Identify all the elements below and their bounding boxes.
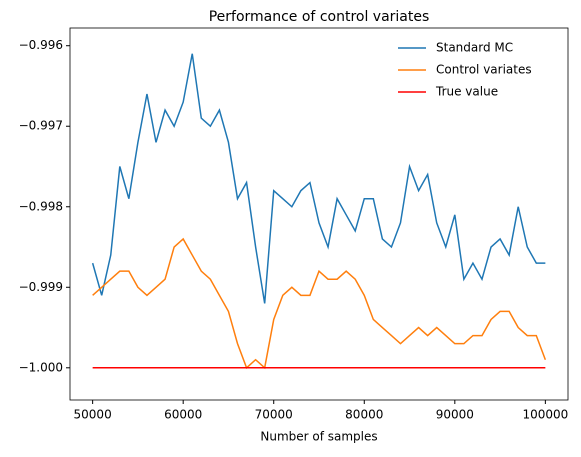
x-axis-label: Number of samples (260, 430, 377, 444)
x-tick-label: 100000 (522, 408, 568, 422)
y-tick-label: −1.000 (19, 360, 63, 374)
legend-label: True value (435, 85, 498, 99)
x-tick-label: 50000 (74, 408, 112, 422)
legend-label: Standard MC (436, 41, 513, 55)
y-tick-label: −0.997 (19, 119, 63, 133)
x-tick-label: 70000 (255, 408, 293, 422)
x-tick-label: 60000 (164, 408, 202, 422)
chart-title: Performance of control variates (209, 9, 430, 25)
plot-frame (69, 27, 569, 401)
y-tick-label: −0.999 (19, 280, 63, 294)
x-tick-label: 90000 (436, 408, 474, 422)
series-line (92, 237, 547, 370)
y-tick-label: −0.996 (19, 38, 63, 52)
series-line (91, 53, 546, 304)
y-tick-label: −0.998 (19, 199, 63, 213)
legend-label: Control variates (436, 63, 532, 77)
x-tick-label: 80000 (345, 408, 383, 422)
